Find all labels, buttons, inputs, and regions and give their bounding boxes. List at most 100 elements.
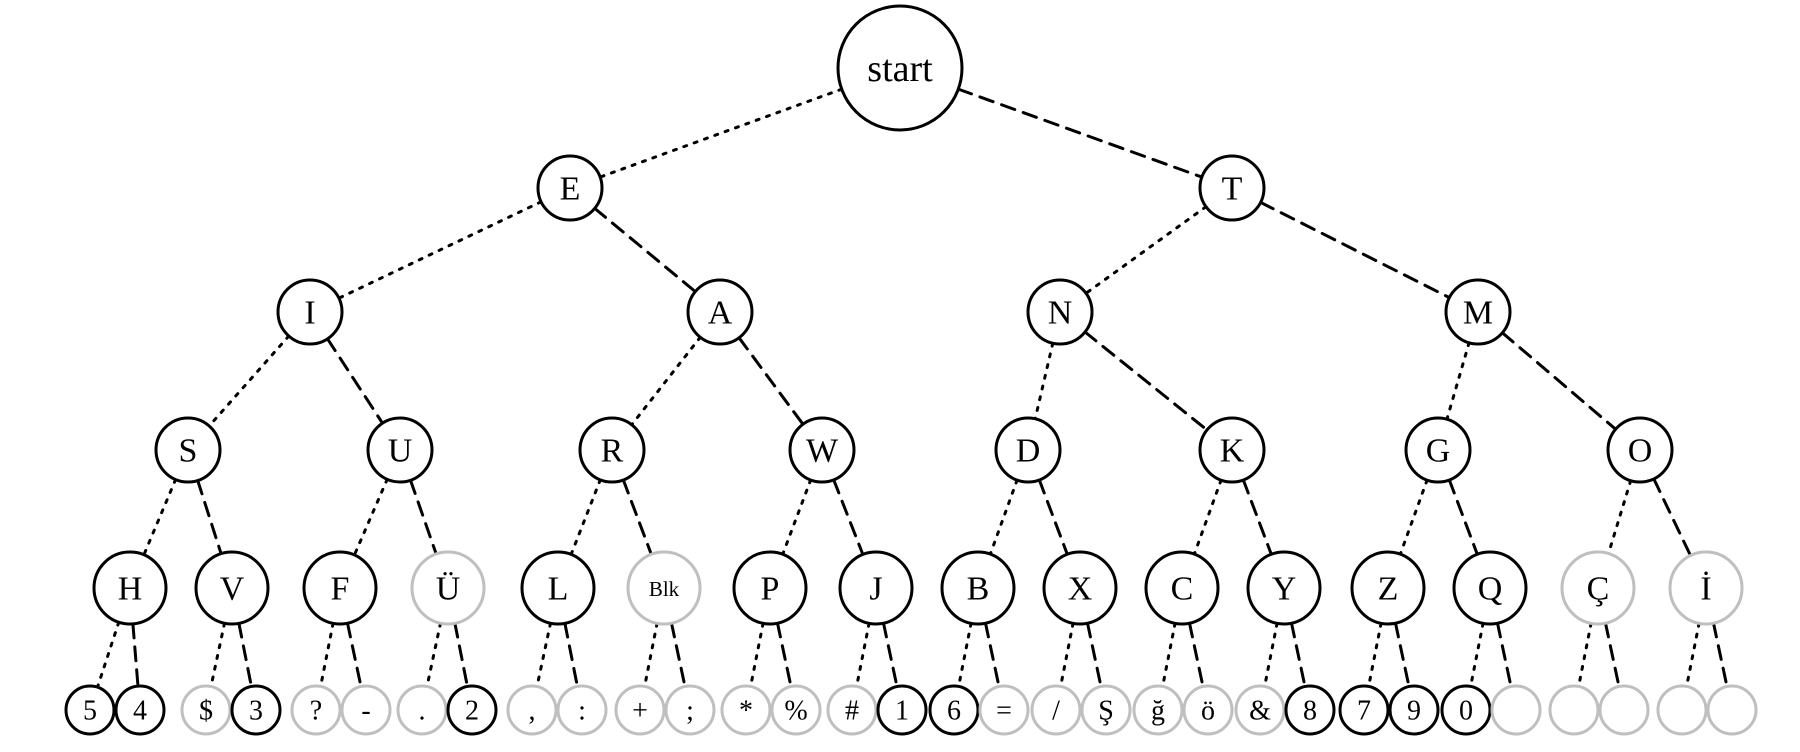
edge — [623, 480, 651, 554]
edge — [211, 623, 225, 686]
node-circle — [1550, 686, 1598, 734]
edge — [1243, 480, 1271, 554]
tree-node: $ — [182, 686, 230, 734]
tree-node: O — [1608, 418, 1672, 482]
edge — [1502, 333, 1615, 429]
node-label: ; — [686, 696, 694, 727]
edge — [1471, 623, 1484, 686]
edge — [1086, 207, 1206, 294]
tree-node: , — [508, 686, 556, 734]
node-label: B — [967, 571, 990, 608]
node-label: F — [331, 571, 350, 608]
node-label: * — [739, 696, 753, 727]
node-label: Ç — [1587, 571, 1610, 608]
tree-node: 5 — [66, 686, 114, 734]
edge — [1606, 623, 1620, 686]
node-label: 2 — [465, 696, 479, 727]
tree-node: B — [942, 552, 1014, 624]
node-label: S — [179, 433, 198, 470]
node-label: I — [304, 295, 315, 332]
morse-tree-diagram: startETIANMSURWDKGOHVFÜLBlkPJBXCYZQÇİ54$… — [0, 0, 1800, 752]
tree-node: E — [538, 156, 602, 220]
edge — [198, 481, 221, 554]
tree-node: İ — [1670, 552, 1742, 624]
node-label: P — [761, 571, 780, 608]
edge — [1396, 623, 1410, 686]
node-label: L — [548, 571, 569, 608]
node-label: / — [1052, 696, 1060, 727]
node-label: Y — [1272, 571, 1297, 608]
tree-node: J — [840, 552, 912, 624]
tree-node — [1708, 686, 1756, 734]
node-label: G — [1426, 433, 1451, 470]
edge — [98, 622, 119, 687]
tree-node: / — [1032, 686, 1080, 734]
edge — [1292, 623, 1306, 686]
edge — [990, 480, 1017, 554]
edge — [1163, 623, 1176, 686]
edge — [958, 89, 1202, 177]
edge — [1190, 623, 1204, 686]
node-circle — [1658, 686, 1706, 734]
node-circle — [1492, 686, 1540, 734]
node-label: İ — [1700, 571, 1711, 608]
node-label: 6 — [947, 696, 961, 727]
edge — [321, 623, 334, 686]
tree-node: 1 — [878, 686, 926, 734]
node-label: Z — [1378, 571, 1399, 608]
edge — [600, 89, 842, 177]
edge — [1449, 480, 1477, 554]
node-label: M — [1463, 295, 1493, 332]
tree-node: R — [580, 418, 644, 482]
tree-node: Blk — [628, 552, 700, 624]
tree-node: start — [838, 6, 962, 130]
node-label: 8 — [1303, 696, 1317, 727]
tree-node: X — [1044, 552, 1116, 624]
node-label: N — [1048, 295, 1073, 332]
tree-node — [1492, 686, 1540, 734]
node-label: ? — [310, 696, 322, 727]
node-label: U — [388, 433, 413, 470]
tree-node: * — [722, 686, 770, 734]
tree-node: C — [1146, 552, 1218, 624]
tree-node: ğ — [1134, 686, 1182, 734]
tree-node: 7 — [1340, 686, 1388, 734]
edge — [1609, 481, 1631, 554]
tree-node: Ü — [412, 552, 484, 624]
edge — [1687, 623, 1700, 686]
edge — [571, 480, 600, 555]
tree-node: P — [734, 552, 806, 624]
edge — [739, 338, 803, 425]
node-label: 1 — [895, 696, 909, 727]
tree-node: + — [616, 686, 664, 734]
node-label: 7 — [1357, 696, 1371, 727]
node-label: W — [806, 433, 839, 470]
node-label: $ — [199, 696, 213, 727]
node-label: 4 — [133, 696, 147, 727]
node-label: 5 — [83, 696, 97, 727]
tree-node: 0 — [1442, 686, 1490, 734]
tree-node: K — [1200, 418, 1264, 482]
node-label: E — [560, 171, 581, 208]
node-label: ğ — [1151, 696, 1165, 727]
edge — [986, 623, 1000, 686]
edge — [632, 337, 701, 425]
tree-node: N — [1028, 280, 1092, 344]
node-label: , — [529, 696, 536, 727]
edge — [209, 336, 289, 426]
tree-node: I — [278, 280, 342, 344]
edge — [427, 623, 441, 686]
tree-node: M — [1446, 280, 1510, 344]
edge — [1654, 479, 1691, 556]
node-label: - — [361, 696, 370, 727]
node-label: Blk — [649, 577, 680, 601]
nodes: startETIANMSURWDKGOHVFÜLBlkPJBXCYZQÇİ54$… — [66, 6, 1756, 734]
tree-node: F — [304, 552, 376, 624]
node-circle — [1600, 686, 1648, 734]
tree-node: Z — [1352, 552, 1424, 624]
edge — [751, 623, 764, 686]
edge — [133, 624, 138, 686]
edge — [857, 623, 870, 686]
node-label: % — [784, 696, 807, 727]
node-label: # — [845, 696, 859, 727]
